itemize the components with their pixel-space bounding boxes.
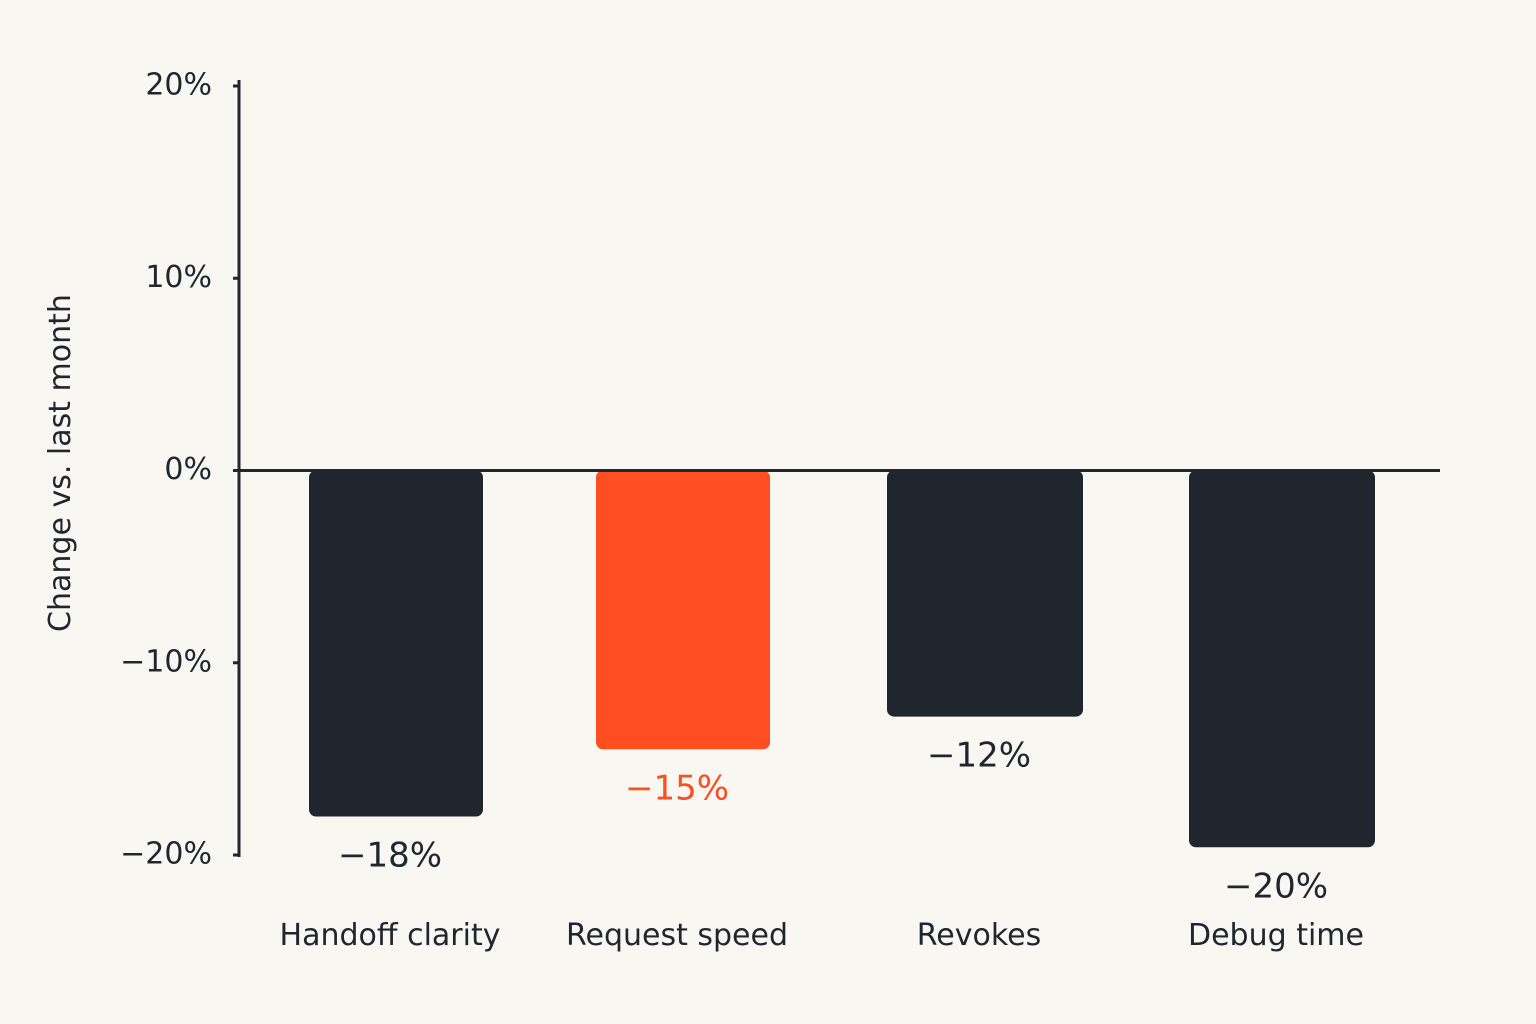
y-tick-label: 20% [145,68,212,103]
value-label: −20% [1224,866,1328,906]
category-label: Revokes [917,918,1041,953]
y-axis-ticks: 20% 10% 0% −10% −20% [120,68,239,872]
category-labels-group: Handoff clarity Request speed Revokes Debug… [280,918,1364,953]
y-tick-label: −20% [120,837,212,872]
bar-request-speed [596,470,770,750]
bar-revokes [887,470,1083,717]
bar-handoff-clarity [309,470,483,817]
category-label: Debug time [1188,918,1364,953]
bar-debug-time [1189,470,1375,848]
y-tick-label: 0% [164,452,212,487]
y-tick-label: −10% [120,644,212,679]
category-label: Request speed [566,918,788,953]
value-label: −15% [625,768,729,808]
category-label: Handoff clarity [280,918,501,953]
y-axis-title: Change vs. last month [43,294,78,632]
value-label: −18% [338,836,442,876]
value-labels-group: −18% −15% −12% −20% [338,736,1328,907]
value-label: −12% [927,736,1031,776]
y-tick-label: 10% [145,260,212,295]
bars-group [309,470,1375,848]
